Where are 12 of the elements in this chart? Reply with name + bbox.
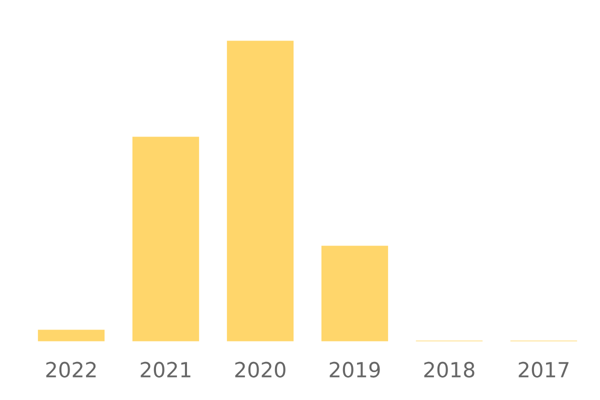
bar xyxy=(414,339,484,342)
bar xyxy=(131,135,200,342)
bar xyxy=(226,40,295,342)
x-tick-label: 2017 xyxy=(518,362,568,378)
x-tick-label: 2020 xyxy=(235,362,286,378)
bar xyxy=(320,244,390,342)
x-tick-label: 2019 xyxy=(330,362,380,378)
bar xyxy=(36,328,106,342)
x-tick-label: 2021 xyxy=(140,362,190,378)
bar xyxy=(509,339,578,342)
x-tick-label: 2018 xyxy=(424,362,474,378)
x-tick-label: 2022 xyxy=(46,362,96,378)
